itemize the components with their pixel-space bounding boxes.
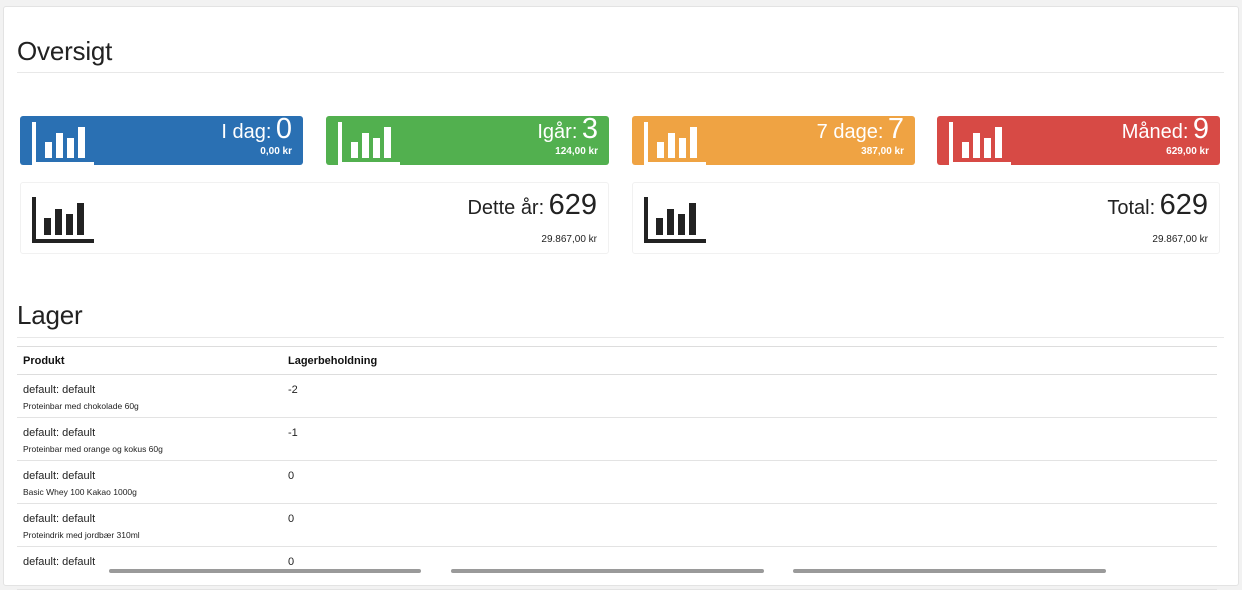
scrollbar-thumb[interactable]: [793, 569, 1106, 573]
stat-week-tile[interactable]: 7 dage: 7 387,00 kr: [632, 113, 915, 166]
table-header-row: Produkt Lagerbeholdning: [17, 346, 1217, 375]
table-row[interactable]: default: default Proteindrik med jordbær …: [17, 503, 1217, 547]
stat-label: Total:: [1107, 197, 1156, 219]
stock-quantity: -1: [282, 417, 1217, 461]
stat-today-tile[interactable]: I dag: 0 0,00 kr: [20, 113, 303, 166]
stock-divider: [17, 337, 1224, 338]
stat-count: 629: [548, 189, 597, 221]
stat-amount: 29.867,00 kr: [1152, 234, 1208, 245]
stat-label: Måned:: [1121, 121, 1189, 143]
stock-title: Lager: [17, 300, 83, 330]
stat-label: Dette år:: [467, 197, 545, 219]
column-header-product[interactable]: Produkt: [17, 346, 282, 375]
stat-year-tile[interactable]: Dette år: 629 29.867,00 kr: [20, 182, 609, 254]
overview-title: Oversigt: [17, 36, 113, 66]
bar-chart-icon: [949, 122, 1011, 166]
stock-quantity: 0: [282, 503, 1217, 547]
stock-quantity: -2: [282, 374, 1217, 418]
bar-chart-icon: [32, 197, 94, 243]
stat-amount: 29.867,00 kr: [541, 234, 597, 245]
stat-amount: 629,00 kr: [1166, 146, 1209, 157]
table-row[interactable]: default: default Basic Whey 100 Kakao 100…: [17, 460, 1217, 504]
stat-label: Igår:: [537, 121, 578, 143]
product-name: Proteindrik med jordbær 310ml: [23, 530, 140, 540]
stock-quantity: 0: [282, 546, 1217, 590]
product-name: Basic Whey 100 Kakao 1000g: [23, 487, 137, 497]
stat-yesterday-tile[interactable]: Igår: 3 124,00 kr: [326, 113, 609, 166]
stat-label: I dag:: [221, 121, 272, 143]
product-variant: default: default: [23, 556, 96, 568]
stat-total-tile[interactable]: Total: 629 29.867,00 kr: [632, 182, 1220, 254]
product-variant: default: default: [23, 384, 96, 396]
stat-count: 9: [1192, 113, 1209, 145]
stat-count: 0: [275, 113, 292, 145]
table-row[interactable]: default: default 0: [17, 546, 1217, 590]
overview-divider: [17, 72, 1224, 73]
stat-month-tile[interactable]: Måned: 9 629,00 kr: [937, 113, 1220, 166]
stock-table: Produkt Lagerbeholdning default: default…: [17, 346, 1217, 590]
stat-count: 3: [581, 113, 598, 145]
stock-quantity: 0: [282, 460, 1217, 504]
product-name: Proteinbar med orange og kokus 60g: [23, 444, 163, 454]
scrollbar-thumb[interactable]: [109, 569, 421, 573]
product-variant: default: default: [23, 513, 96, 525]
stat-amount: 387,00 kr: [861, 146, 904, 157]
stat-count: 629: [1159, 189, 1208, 221]
column-header-stock[interactable]: Lagerbeholdning: [282, 346, 1217, 375]
product-variant: default: default: [23, 470, 96, 482]
bar-chart-icon: [338, 122, 400, 166]
table-row[interactable]: default: default Proteinbar med chokolade…: [17, 374, 1217, 418]
bar-chart-icon: [644, 122, 706, 166]
product-variant: default: default: [23, 427, 96, 439]
bar-chart-icon: [644, 197, 706, 243]
stat-count: 7: [887, 113, 904, 145]
stat-label: 7 dage:: [816, 121, 884, 143]
stat-amount: 0,00 kr: [260, 146, 292, 157]
bar-chart-icon: [32, 122, 94, 166]
stat-amount: 124,00 kr: [555, 146, 598, 157]
table-row[interactable]: default: default Proteinbar med orange og…: [17, 417, 1217, 461]
scrollbar-thumb[interactable]: [451, 569, 764, 573]
product-name: Proteinbar med chokolade 60g: [23, 401, 139, 411]
